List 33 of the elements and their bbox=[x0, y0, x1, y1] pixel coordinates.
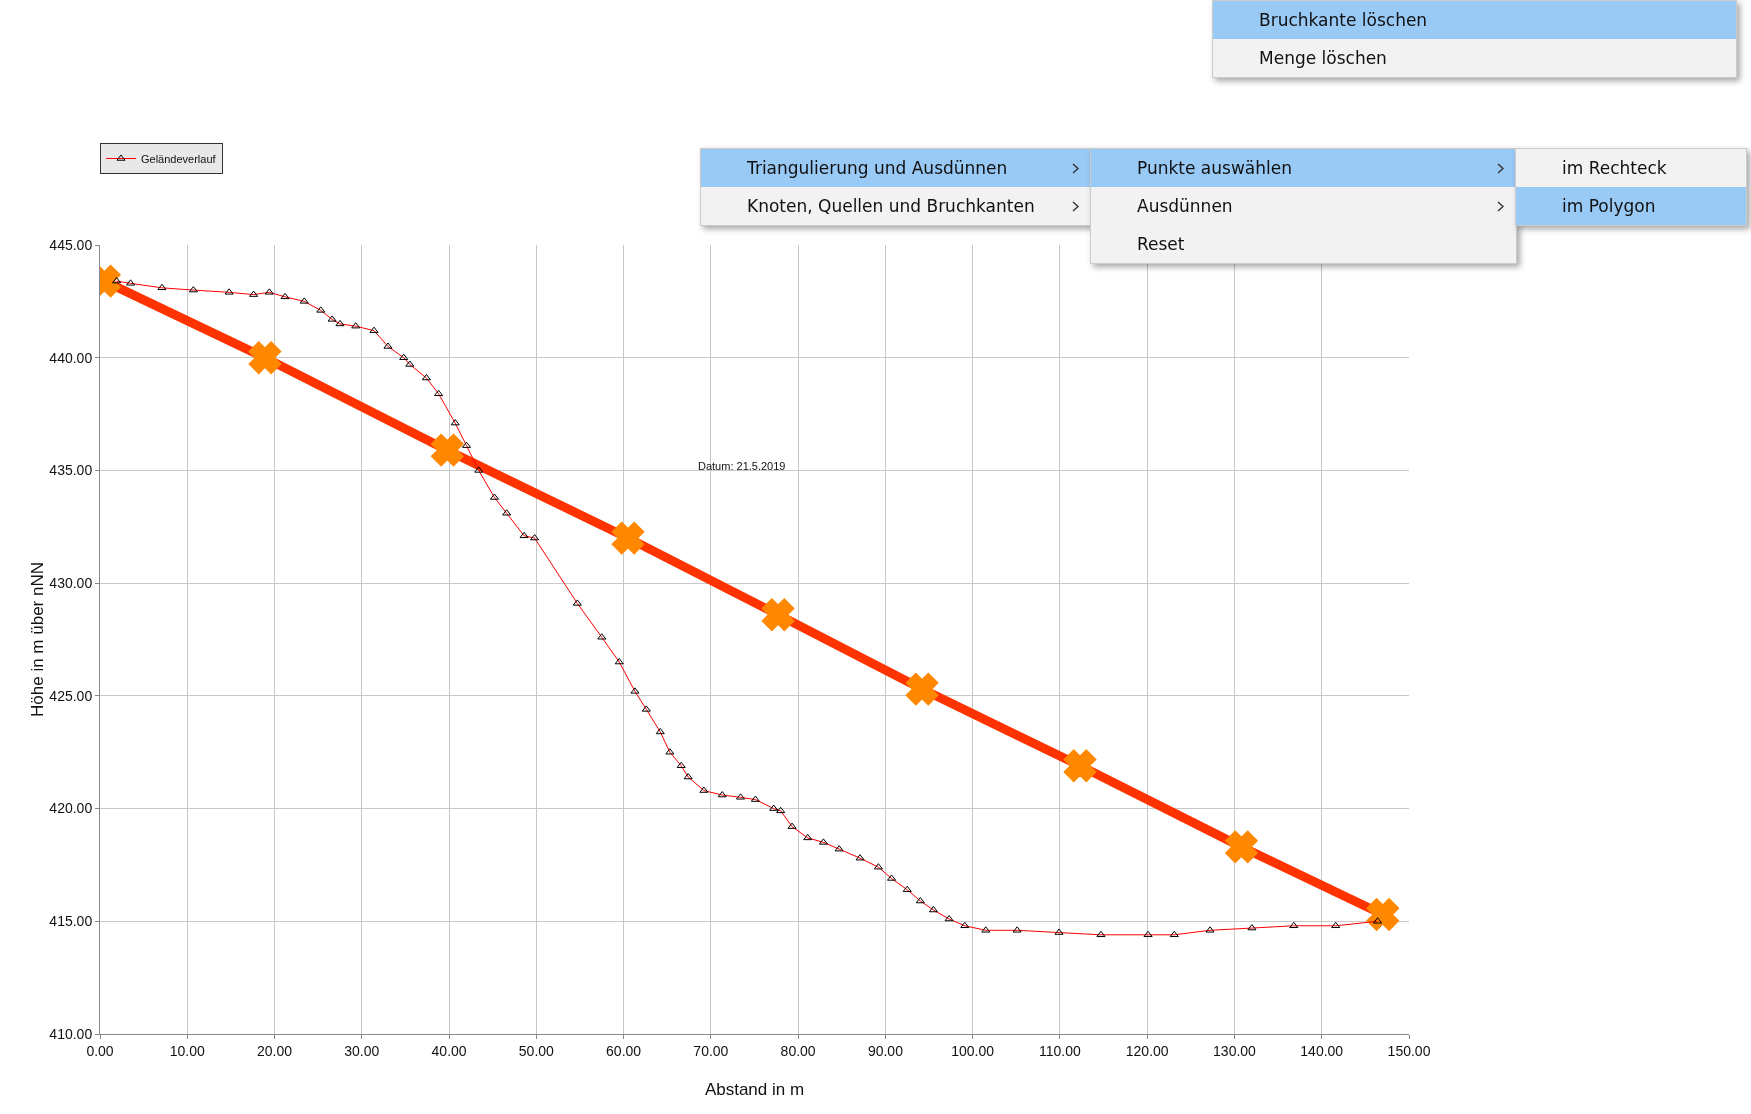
x-tick-label: 140.00 bbox=[1300, 1042, 1344, 1059]
x-tick-label: 100.00 bbox=[951, 1042, 995, 1059]
y-tick-label: 430.00 bbox=[49, 575, 93, 592]
x-tick-label: 70.00 bbox=[693, 1042, 729, 1059]
context-menu: Bruchkante löschen Menge löschen bbox=[1212, 0, 1737, 78]
x-tick-label: 60.00 bbox=[606, 1042, 642, 1059]
legend-label: Geländeverlauf bbox=[141, 152, 217, 165]
context-menu: im Rechteck im Polygon bbox=[1515, 148, 1747, 226]
y-tick-label: 440.00 bbox=[49, 349, 93, 366]
y-axis-title: Höhe in m über nNN bbox=[28, 562, 48, 717]
x-tick-label: 40.00 bbox=[431, 1042, 467, 1059]
annotation: Datum: 21.5.2019 bbox=[698, 460, 786, 472]
x-tick-label: 90.00 bbox=[867, 1042, 904, 1059]
y-tick-label: 425.00 bbox=[49, 687, 93, 704]
x-tick-label: 0.00 bbox=[86, 1042, 114, 1059]
x-tick-label: 20.00 bbox=[257, 1042, 293, 1059]
context-menu: Triangulierung und Ausdünnen Knoten, Quellen und Bruchkanten bbox=[700, 148, 1092, 226]
context-menu: Punkte auswählen Ausdünnen Reset bbox=[1090, 148, 1517, 264]
y-tick-label: 410.00 bbox=[49, 1025, 93, 1042]
x-tick-label: 80.00 bbox=[780, 1042, 816, 1059]
x-axis-title: Abstand in m bbox=[704, 1080, 805, 1099]
y-tick-label: 420.00 bbox=[49, 800, 93, 817]
x-tick-label: 10.00 bbox=[169, 1042, 205, 1059]
x-tick-label: 50.00 bbox=[518, 1042, 555, 1059]
x-tick-label: 110.00 bbox=[1039, 1042, 1082, 1059]
y-tick-label: 435.00 bbox=[49, 462, 93, 479]
y-tick-label: 415.00 bbox=[49, 913, 93, 930]
x-tick-label: 150.00 bbox=[1387, 1042, 1431, 1059]
x-tick-label: 130.00 bbox=[1213, 1042, 1257, 1059]
x-tick-label: 30.00 bbox=[344, 1042, 380, 1059]
x-tick-label: 120.00 bbox=[1125, 1042, 1169, 1059]
y-tick-label: 445.00 bbox=[49, 236, 93, 253]
annotation: Reset bbox=[1137, 234, 1185, 254]
